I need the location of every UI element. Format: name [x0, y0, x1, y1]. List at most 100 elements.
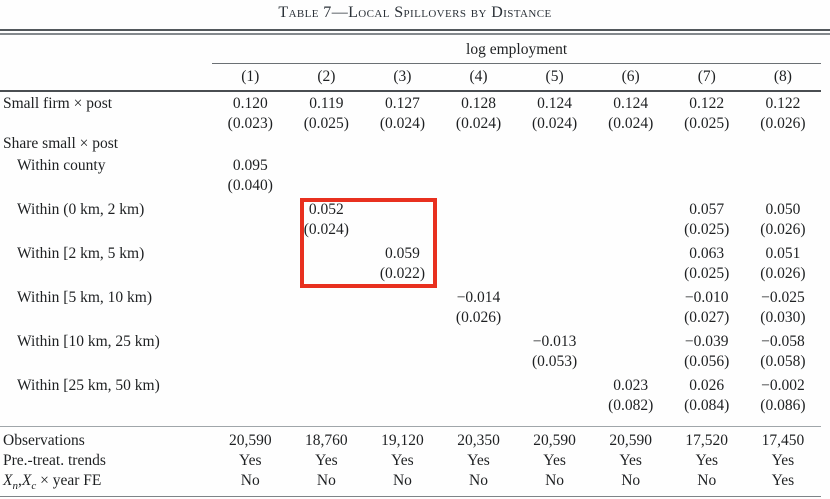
stderr-row: (0.040)	[0, 175, 821, 195]
section-label: Share small × post	[3, 135, 119, 152]
row-label-spacer	[0, 307, 212, 327]
stderr-cell: (0.058)	[760, 353, 806, 370]
column-numbers-row: (1) (2) (3) (4) (5) (6) (7) (8)	[0, 63, 821, 92]
coef-cell	[212, 283, 288, 307]
coef-cell	[593, 153, 669, 175]
coef-cell	[593, 327, 669, 351]
footer-value: 17,520	[668, 425, 745, 450]
coef-cell: 0.122	[765, 95, 801, 112]
stderr-cell	[212, 395, 288, 415]
stderr-cell	[364, 395, 440, 415]
footer-value: No	[392, 472, 412, 489]
stderr-cell	[669, 175, 745, 195]
footer-value: Yes	[467, 452, 490, 469]
row-label-spacer	[0, 263, 212, 283]
footer-value: 18,760	[288, 425, 365, 450]
spacer-cell	[0, 415, 821, 426]
footer-value: No	[240, 472, 260, 489]
empty-cell	[669, 133, 745, 153]
stderr-row: (0.082) (0.084) (0.086)	[0, 395, 821, 415]
coef-cell	[440, 239, 516, 263]
regression-table: log employment (1) (2) (3) (4) (5) (6) (7) (8) …	[0, 37, 821, 492]
coef-cell: 0.023	[613, 377, 649, 394]
stderr-cell: (0.086)	[760, 397, 806, 414]
coef-cell: 0.051	[765, 245, 801, 262]
stderr-row: (0.024) (0.025) (0.026)	[0, 219, 821, 239]
coef-cell: 0.128	[461, 95, 496, 112]
footer-value: No	[697, 472, 717, 489]
column-header: (5)	[516, 63, 593, 92]
coef-cell: −0.058	[761, 333, 805, 350]
row-label: Within [10 km, 25 km)	[17, 333, 160, 350]
footer-value: No	[545, 472, 565, 489]
footer-value: 20,350	[440, 425, 517, 450]
bottom-thin-rule	[0, 496, 821, 497]
coef-cell	[593, 283, 669, 307]
stderr-cell	[593, 351, 669, 371]
stderr-cell: (0.056)	[684, 353, 730, 370]
row-label: Within (0 km, 2 km)	[17, 201, 145, 218]
row-label-spacer	[0, 113, 212, 133]
stderr-cell	[288, 307, 364, 327]
coef-cell: 0.127	[384, 95, 420, 112]
row-label-spacer	[0, 175, 212, 195]
span-header-spacer	[0, 37, 212, 63]
footer-value: No	[469, 472, 488, 489]
footer-label: Pre.-treat. trends	[3, 452, 106, 469]
coef-cell: 0.122	[689, 95, 725, 112]
coef-cell: −0.025	[761, 289, 805, 306]
coef-cell	[288, 153, 364, 175]
footer-value: 20,590	[516, 425, 593, 450]
stderr-cell	[440, 351, 516, 371]
stderr-cell: (0.026)	[760, 115, 806, 132]
stderr-cell	[517, 219, 593, 239]
stderr-cell	[593, 219, 669, 239]
section-row: Share small × post	[0, 133, 821, 153]
footer-value: Yes	[238, 452, 262, 469]
empty-cell	[288, 133, 364, 153]
stderr-cell: (0.024)	[455, 115, 502, 132]
footer-value: No	[621, 472, 641, 489]
stderr-cell: (0.040)	[227, 177, 273, 194]
row-label: Within [2 km, 5 km)	[17, 245, 145, 262]
coef-cell: 0.119	[309, 95, 344, 112]
stderr-cell	[212, 307, 288, 327]
coef-cell	[440, 327, 516, 351]
stderr-cell: (0.025)	[684, 115, 730, 132]
stderr-cell	[364, 175, 440, 195]
coefficient-row: Within [10 km, 25 km) −0.013 −0.039 −0.058	[0, 327, 821, 351]
stderr-cell	[288, 351, 364, 371]
stderr-cell: (0.084)	[684, 397, 730, 414]
coef-cell: 0.059	[384, 245, 420, 262]
column-header: (3)	[364, 63, 441, 92]
coef-cell	[517, 239, 593, 263]
coef-cell: 0.124	[613, 95, 649, 112]
stderr-cell	[288, 395, 364, 415]
coef-cell	[517, 195, 593, 219]
coef-cell	[364, 327, 440, 351]
coef-cell	[745, 153, 821, 175]
coef-cell	[364, 153, 440, 175]
stderr-cell: (0.025)	[684, 265, 730, 282]
column-header: (1)	[212, 63, 289, 92]
stderr-cell	[440, 219, 516, 239]
stderr-cell	[364, 307, 440, 327]
stderr-cell: (0.026)	[760, 265, 806, 282]
stderr-cell: (0.082)	[608, 397, 654, 414]
empty-cell	[745, 133, 821, 153]
coef-cell	[288, 371, 364, 395]
stderr-row: (0.053) (0.056) (0.058)	[0, 351, 821, 371]
stderr-cell: (0.053)	[531, 353, 578, 370]
coefficient-row: Within (0 km, 2 km) 0.052 0.057 0.050	[0, 195, 821, 219]
spacer-row	[0, 415, 821, 426]
row-label-spacer	[0, 395, 212, 415]
footer-value: Yes	[619, 452, 642, 469]
table-footer: Observations 20,590 18,760 19,120 20,350 20,5…	[0, 415, 821, 492]
coef-cell: −0.013	[532, 333, 577, 350]
stderr-cell	[517, 175, 593, 195]
row-label: Within [25 km, 50 km)	[17, 377, 160, 394]
empty-cell	[212, 133, 288, 153]
footer-label: Observations	[0, 425, 213, 450]
stderr-row: (0.026) (0.027) (0.030)	[0, 307, 821, 327]
coefficient-row: Within county 0.095	[0, 153, 821, 175]
